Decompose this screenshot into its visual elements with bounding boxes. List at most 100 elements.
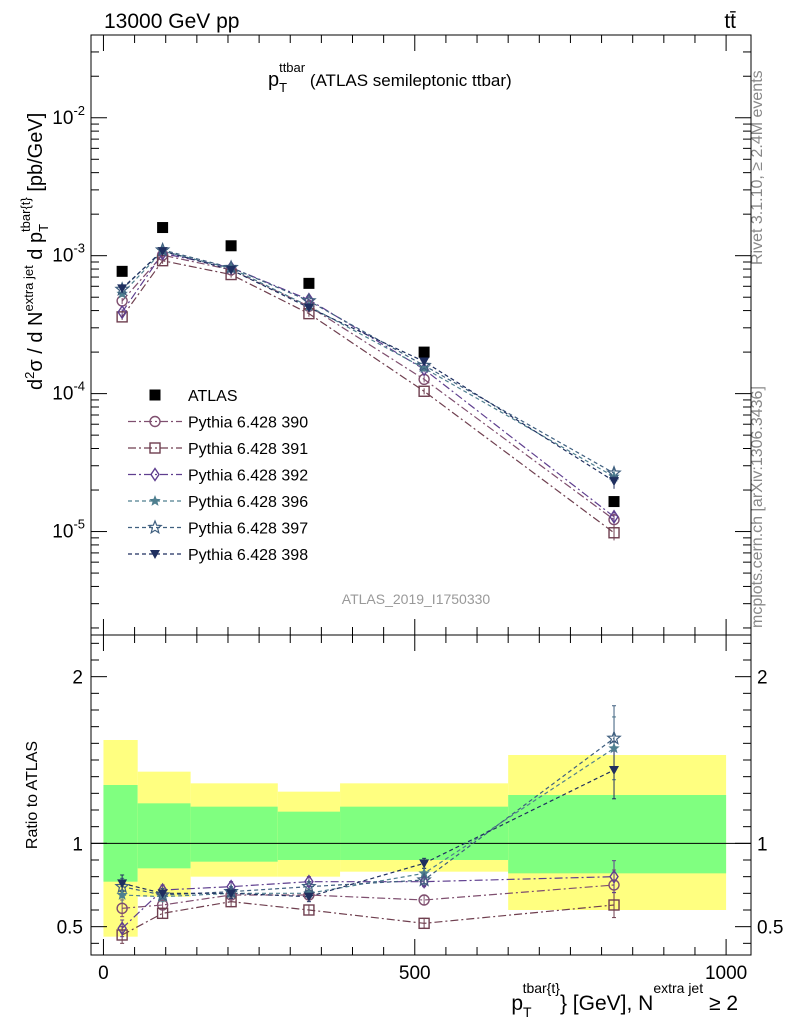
legend-label-p392: Pythia 6.428 392 bbox=[188, 468, 308, 485]
legend-marker-p391 bbox=[149, 442, 161, 454]
legend-marker-p396 bbox=[149, 495, 161, 506]
band-inner-1 bbox=[137, 803, 191, 869]
top-point-ATLAS-1 bbox=[157, 222, 169, 234]
bottom-point-p391-0 bbox=[116, 929, 128, 941]
top-point-p391-5 bbox=[608, 527, 620, 539]
top-point-p390-5 bbox=[608, 513, 620, 526]
rivet-label: Rivet 3.1.10, ≥ 2.4M events bbox=[749, 70, 766, 265]
top-ytick-label: 10-2 bbox=[52, 103, 85, 129]
top-point-p398-1 bbox=[157, 247, 168, 257]
top-point-p392-0 bbox=[117, 304, 127, 320]
plot-title-sub: T bbox=[279, 80, 287, 95]
legend-label-p397: Pythia 6.428 397 bbox=[188, 521, 308, 538]
bottom-line-p397 bbox=[122, 737, 615, 896]
bottom-point-p398-5 bbox=[609, 766, 620, 775]
top-ytick-label: 10-3 bbox=[52, 241, 85, 267]
bottom-line-p396 bbox=[122, 747, 615, 898]
band-inner-2 bbox=[190, 806, 278, 862]
top-point-ATLAS-0 bbox=[116, 265, 128, 277]
axis-ticks: 10-5 10-4 10-3 10-2 0 500 1000 0.5 0.5 1 1 2 2 bbox=[52, 35, 783, 984]
top-point-p397-5 bbox=[606, 465, 622, 480]
legend-marker-p397 bbox=[147, 519, 163, 535]
bottom-xtick-label: 1000 bbox=[705, 963, 747, 984]
legend-label-p391: Pythia 6.428 391 bbox=[188, 441, 308, 458]
bottom-ytick-label-left: 0.5 bbox=[57, 918, 83, 939]
top-point-p398-2 bbox=[226, 265, 237, 275]
band-inner-0 bbox=[103, 785, 138, 882]
bottom-point-p398-3 bbox=[303, 892, 314, 902]
bottom-point-p398-1 bbox=[157, 889, 168, 899]
top-frame bbox=[90, 34, 752, 636]
top-point-p391-4 bbox=[418, 385, 430, 397]
bottom-ytick-label-right: 0.5 bbox=[757, 918, 783, 939]
legend-label-p390: Pythia 6.428 390 bbox=[188, 415, 308, 432]
legend: ATLAS Pythia 6.428 390 Pythia 6.428 391 Pyt… bbox=[128, 388, 308, 564]
bottom-ytick-label-left: 1 bbox=[72, 834, 83, 855]
bottom-ylabel: Ratio to ATLAS bbox=[24, 741, 41, 849]
top-point-p398-3 bbox=[303, 303, 314, 313]
bottom-point-p396-5 bbox=[608, 742, 620, 754]
bottom-point-p391-3 bbox=[303, 904, 315, 916]
bottom-point-p390-1 bbox=[156, 899, 169, 911]
bottom-point-p397-3 bbox=[301, 878, 317, 894]
bottom-point-p397-4 bbox=[416, 871, 432, 887]
top-line-p398 bbox=[121, 250, 615, 482]
bottom-ytick-label-right: 2 bbox=[757, 668, 768, 689]
legend-label-p396: Pythia 6.428 396 bbox=[188, 494, 308, 511]
top-point-p398-5 bbox=[609, 477, 620, 487]
band-inner-4 bbox=[340, 806, 509, 860]
bottom-point-p390-5 bbox=[608, 879, 620, 891]
bottom-point-p398-4 bbox=[419, 859, 430, 869]
series-markers bbox=[114, 222, 622, 941]
bottom-point-p392-5 bbox=[609, 869, 619, 884]
legend-marker-p392 bbox=[150, 467, 160, 482]
bottom-point-p392-0 bbox=[117, 921, 127, 936]
header-right: tt̄ bbox=[724, 10, 736, 33]
legend-marker-p398 bbox=[150, 550, 160, 559]
legend-marker-ATLAS bbox=[149, 389, 161, 401]
top-point-ATLAS-3 bbox=[303, 277, 315, 289]
top-point-p392-5 bbox=[609, 509, 619, 525]
top-ylabel: d2σ / d Nextra jet d pTtbar{t} [pb/GeV] bbox=[18, 113, 51, 390]
bottom-line-p391 bbox=[121, 901, 615, 936]
bottom-point-p392-4 bbox=[419, 874, 429, 889]
legend-marker-p390 bbox=[149, 415, 161, 428]
bottom-ytick-label-right: 1 bbox=[757, 834, 768, 855]
bottom-point-p391-1 bbox=[156, 907, 169, 920]
bottom-frame bbox=[90, 634, 752, 956]
top-line-p391 bbox=[121, 260, 615, 534]
plot-title-main: p bbox=[268, 69, 279, 91]
bottom-point-p390-0 bbox=[116, 902, 128, 915]
bottom-line-p392 bbox=[121, 876, 615, 929]
bottom-point-p398-0 bbox=[117, 879, 128, 889]
top-point-ATLAS-2 bbox=[225, 240, 237, 252]
top-point-p391-0 bbox=[116, 311, 128, 323]
frames bbox=[90, 34, 752, 956]
bottom-xlabel: pTtbar{t}} [GeV], Nextra jet ≥ 2 bbox=[511, 980, 738, 1020]
bottom-point-p396-0 bbox=[116, 889, 128, 900]
bottom-point-p390-4 bbox=[418, 894, 430, 906]
bottom-ytick-label-left: 2 bbox=[72, 668, 83, 689]
band-inner-5 bbox=[508, 795, 727, 874]
bottom-xtick-label: 0 bbox=[98, 963, 109, 984]
top-point-p398-4 bbox=[419, 357, 430, 367]
legend-label-ATLAS: ATLAS bbox=[188, 388, 238, 405]
watermark: ATLAS_2019_I1750330 bbox=[342, 591, 491, 607]
mcplots-label: mcplots.cern.ch [arXiv:1306.3436] bbox=[749, 386, 766, 628]
bottom-point-p391-4 bbox=[418, 917, 430, 930]
top-point-p397-4 bbox=[416, 357, 432, 373]
header-left: 13000 GeV pp bbox=[104, 10, 239, 33]
bottom-point-p397-0 bbox=[114, 878, 130, 894]
top-ytick-label: 10-4 bbox=[52, 379, 85, 405]
top-line-p397 bbox=[121, 249, 615, 474]
bottom-line-p398 bbox=[121, 769, 615, 898]
top-point-ATLAS-5 bbox=[608, 496, 620, 508]
bottom-xtick-label: 500 bbox=[399, 963, 431, 984]
top-point-p398-0 bbox=[117, 284, 128, 294]
plot-title: pTttbar (ATLAS semileptonic ttbar) bbox=[268, 60, 512, 95]
ratio-bands bbox=[91, 740, 751, 937]
plot-title-rest: (ATLAS semileptonic ttbar) bbox=[305, 71, 512, 90]
top-point-ATLAS-4 bbox=[418, 346, 430, 358]
band-inner-3 bbox=[277, 811, 341, 860]
